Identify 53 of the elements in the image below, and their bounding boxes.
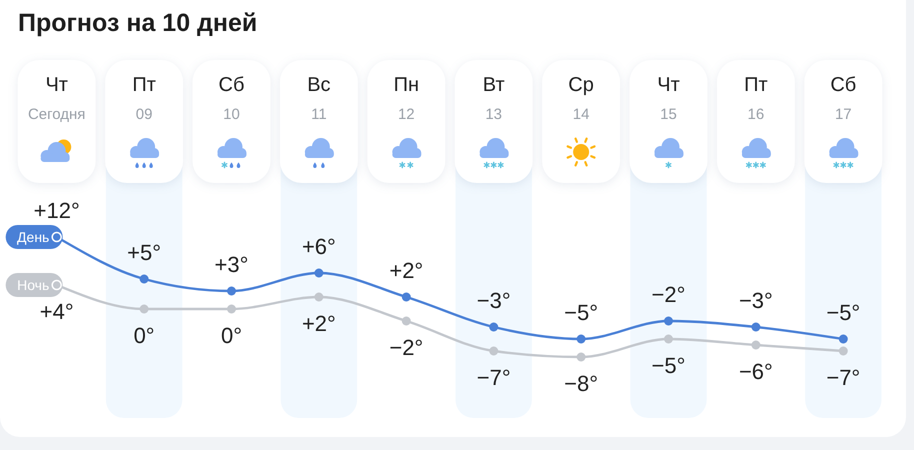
point — [576, 334, 586, 344]
data-label: +4° — [40, 299, 74, 324]
point — [838, 346, 848, 356]
x-tick-label: Вс 11 — [307, 74, 331, 123]
series-label: День — [17, 229, 50, 245]
data-label: −2° — [389, 335, 424, 360]
point — [314, 268, 324, 278]
point — [140, 274, 149, 284]
data-label: −3° — [738, 288, 773, 313]
data-label: +6° — [302, 234, 336, 259]
point — [751, 322, 760, 332]
series-label: Ночь — [17, 277, 50, 293]
point — [576, 352, 586, 362]
point — [489, 322, 498, 332]
data-label: −5° — [652, 353, 686, 378]
x-tick-label: Сб 10 — [218, 74, 244, 123]
point — [664, 316, 673, 326]
x-tick-label: Сб 17 — [830, 74, 856, 123]
x-tick-label: Пт 09 — [132, 74, 156, 123]
point — [140, 304, 149, 314]
x-tick-label: Пт 16 — [744, 74, 768, 123]
data-label: +2° — [302, 311, 336, 336]
x-tick-label: Пн 12 — [394, 74, 420, 123]
data-label: −8° — [564, 371, 598, 396]
data-label: 0° — [134, 323, 155, 348]
point — [51, 232, 62, 242]
data-label: +12° — [34, 198, 80, 223]
data-label: +2° — [389, 258, 424, 283]
x-tick-label: Чт Сегодня — [28, 74, 86, 123]
data-label: −5° — [564, 300, 598, 325]
point — [227, 304, 236, 314]
chart-title: Прогноз на 10 дней — [18, 9, 258, 38]
point — [402, 292, 411, 302]
data-label: −7° — [826, 365, 860, 390]
data-label: 0° — [220, 323, 242, 348]
point — [402, 316, 411, 326]
x-tick-label: Чт 15 — [657, 74, 680, 123]
data-label: +5° — [127, 240, 162, 265]
x-tick-label: Ср 14 — [568, 74, 594, 123]
point — [751, 340, 760, 350]
data-label: −3° — [476, 288, 511, 313]
point — [51, 280, 62, 290]
data-label: +3° — [214, 252, 248, 277]
data-label: −7° — [476, 365, 511, 390]
point — [227, 286, 236, 296]
data-label: −2° — [652, 282, 686, 307]
point — [314, 292, 324, 302]
point — [838, 334, 848, 344]
data-label: −5° — [826, 300, 860, 325]
point — [664, 334, 673, 344]
data-label: −6° — [738, 359, 773, 384]
point — [489, 346, 498, 356]
x-tick-label: Вт 13 — [482, 74, 505, 123]
